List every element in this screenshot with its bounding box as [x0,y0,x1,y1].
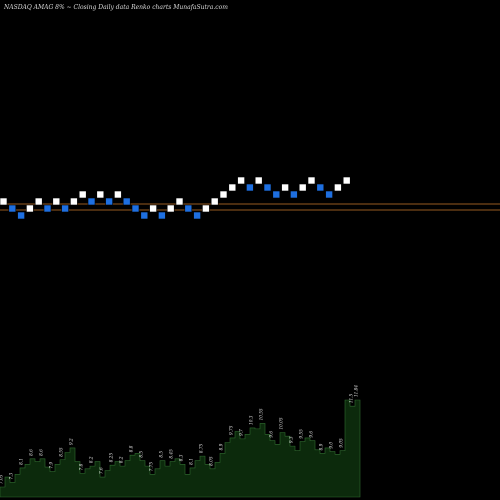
renko-brick-up [34,197,43,206]
renko-brick-up [281,183,289,192]
renko-brick-down [131,204,140,213]
close-price-label: 9.55 [299,429,304,439]
renko-brick-down [246,183,254,192]
renko-brick-up [210,197,219,206]
close-price-label: 7.05 [0,474,4,484]
close-price-label: 8.1 [19,458,24,465]
close-price-label: 8.6 [39,449,44,456]
renko-brick-up [219,190,228,199]
renko-brick-up [202,204,210,213]
close-price-label: 8.2 [119,456,124,463]
renko-brick-down [263,183,272,192]
close-price-label: 8.5 [159,451,164,458]
close-price-label: 10.05 [279,417,284,429]
close-price-label: 9.05 [339,438,344,448]
renko-brick-up [307,176,316,185]
renko-brick-down [87,197,96,206]
close-price-labels: 7.05 7.3 8.1 8.6 8.6 7.9 8.55 9.2 7.8 8.2 7.6 8.25 8… [0,385,359,484]
close-price-label: 7.9 [49,462,54,469]
close-price-label: 11.5 [349,394,354,404]
close-price-label: 7.3 [9,472,14,479]
close-price-label: 8.45 [169,449,174,459]
close-price-label: 9.3 [289,436,294,443]
close-price-label: 11.84 [354,385,359,397]
chart-title: NASDAQ AMAG 8% ~ Closing Daily data Renk… [3,4,228,11]
close-price-label: 10.55 [259,408,264,420]
close-price-area-path [0,399,361,498]
close-price-label: 8.5 [139,451,144,458]
reference-lines [0,203,500,211]
renko-brick-down [105,197,113,206]
renko-brick-down [290,190,298,199]
renko-brick-up [298,183,307,192]
renko-brick-down [158,211,166,220]
renko-brick-up [228,183,237,192]
renko-brick-down [325,190,333,199]
renko-bricks [0,176,351,220]
close-price-label: 8.9 [319,443,324,450]
close-price-label: 10.3 [249,415,254,425]
close-price-area [0,399,361,498]
close-price-label: 8.05 [209,456,214,466]
renko-brick-up [149,204,157,213]
renko-brick-up [70,197,78,206]
close-price-label: 9.6 [269,431,274,438]
renko-brick-up [26,204,34,213]
close-price-label: 9.7 [239,429,244,436]
close-price-label: 8.1 [189,458,194,465]
renko-brick-down [17,211,25,220]
renko-brick-down [8,204,17,213]
renko-brick-up [96,190,105,199]
close-price-label: 9.0 [329,442,334,449]
close-price-label: 8.8 [129,445,134,452]
renko-brick-up [52,197,61,206]
renko-brick-up [175,197,184,206]
renko-brick-down [316,183,325,192]
close-price-label: 8.6 [29,449,34,456]
renko-brick-down [122,197,131,206]
close-price-label: 7.8 [79,463,84,470]
renko-brick-down [43,204,52,213]
close-price-label: 8.75 [199,443,204,453]
close-price-label: 8.55 [59,447,64,457]
close-price-label: 8.2 [89,456,94,463]
close-price-label: 8.25 [109,453,114,463]
renko-brick-up [254,176,263,185]
renko-brick-down [140,211,149,220]
renko-brick-down [184,204,193,213]
renko-brick-up [0,197,8,206]
close-price-label: 8.9 [219,443,224,450]
close-price-label: 9.6 [309,431,314,438]
close-price-label: 9.2 [69,438,74,445]
close-price-label: 9.75 [229,425,234,435]
renko-brick-down [272,190,281,199]
renko-brick-up [114,190,122,199]
renko-brick-up [78,190,87,199]
close-price-label: 7.75 [149,462,154,472]
close-price-label: 7.6 [99,467,104,474]
renko-brick-down [61,204,69,213]
renko-brick-up [334,183,342,192]
close-price-label: 8.3 [179,454,184,461]
renko-brick-down [193,211,201,220]
renko-brick-up [342,176,351,185]
renko-brick-up [237,176,245,185]
renko-brick-up [166,204,175,213]
